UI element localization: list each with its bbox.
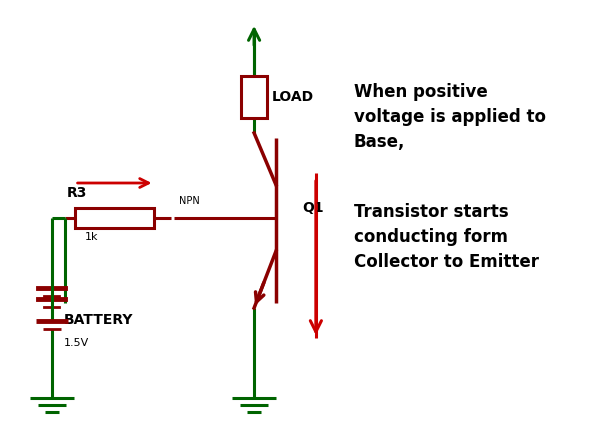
Text: BATTERY: BATTERY xyxy=(64,313,133,327)
Text: NPN: NPN xyxy=(179,196,200,206)
Text: 1k: 1k xyxy=(85,232,98,242)
Text: Transistor starts
conducting form
Collector to Emitter: Transistor starts conducting form Collec… xyxy=(354,203,539,271)
Text: R3: R3 xyxy=(67,186,87,200)
Text: When positive
voltage is applied to
Base,: When positive voltage is applied to Base… xyxy=(354,83,546,151)
Text: LOAD: LOAD xyxy=(272,90,314,104)
FancyBboxPatch shape xyxy=(241,76,267,118)
Text: Q1: Q1 xyxy=(302,201,323,215)
FancyBboxPatch shape xyxy=(75,208,154,228)
Text: 1.5V: 1.5V xyxy=(64,338,89,348)
